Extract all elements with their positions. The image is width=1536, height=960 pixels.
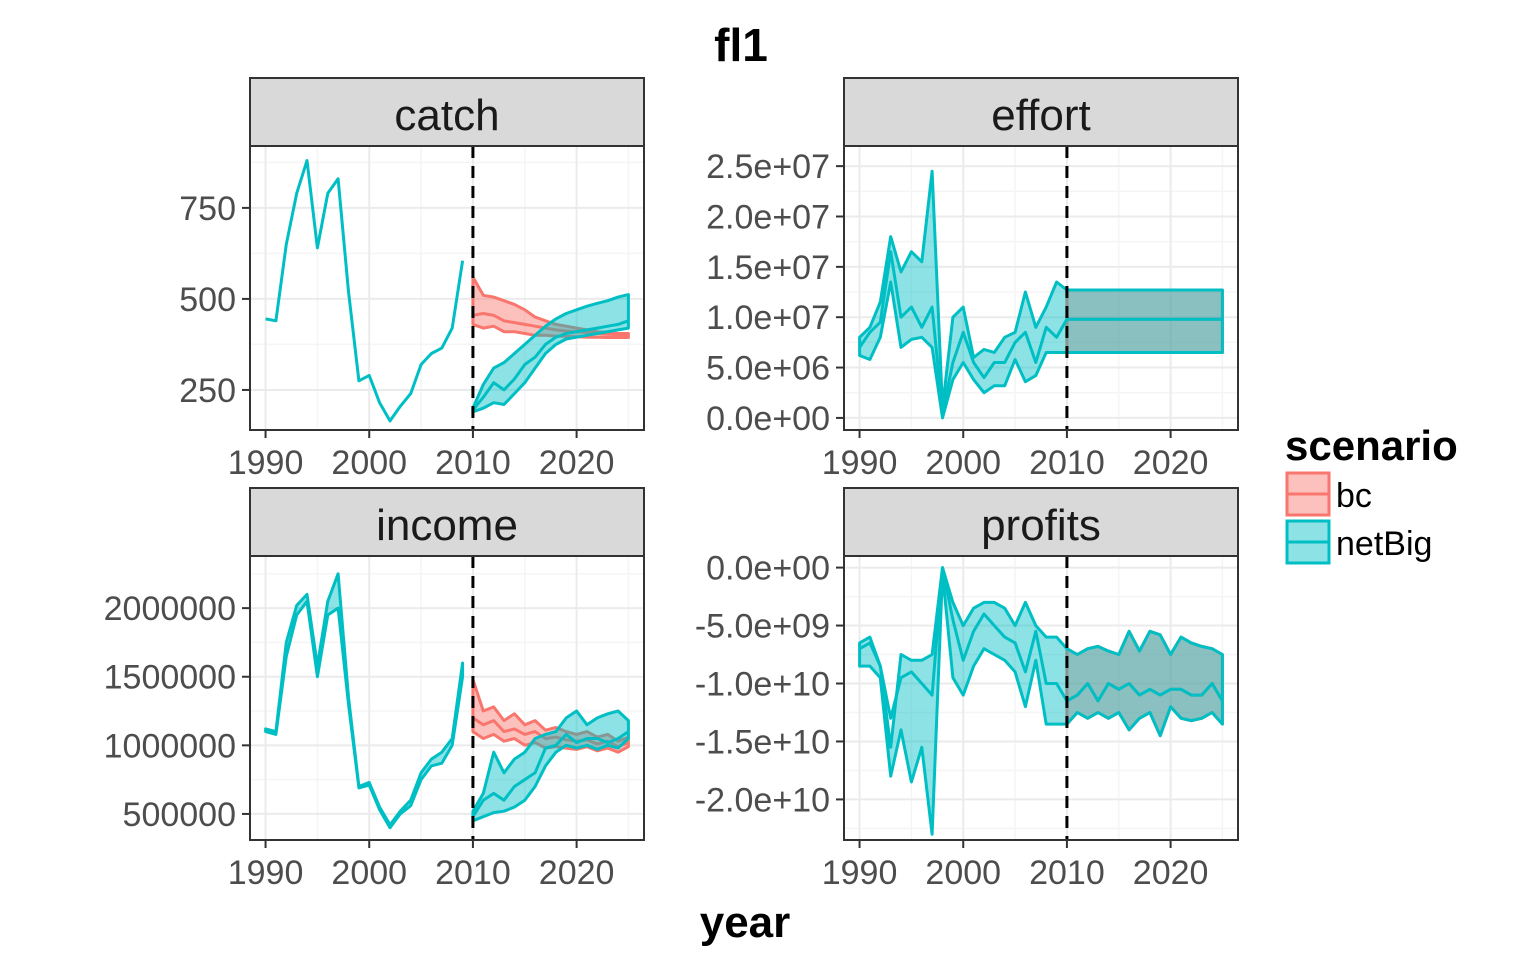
x-tick-label: 2020 <box>1133 854 1209 892</box>
strip-label-profits: profits <box>981 501 1101 550</box>
panel-border-income <box>249 555 645 841</box>
y-tick-label: 500 <box>179 281 236 319</box>
y-tick-label: 1.5e+07 <box>706 249 830 287</box>
legend: scenario bc netBig <box>1285 422 1458 565</box>
panel-border-catch <box>249 145 645 431</box>
strip-income <box>249 487 645 557</box>
data-effort <box>858 169 1224 420</box>
strip-label-income: income <box>376 501 518 550</box>
chart-title: fl1 <box>714 19 768 71</box>
panels: catch 1990 2000 2010 2020 250 500 750 effort 1990… <box>104 77 1239 892</box>
data-profits <box>858 566 1224 836</box>
y-tick-label: 0.0e+00 <box>706 400 830 438</box>
x-tick-label: 2020 <box>539 854 615 892</box>
x-tick-label: 1990 <box>228 854 304 892</box>
median-line-netBig-effort <box>858 250 1223 415</box>
strip-effort <box>843 77 1239 147</box>
panel-bg-effort <box>844 146 1238 430</box>
x-tick-label: 2000 <box>331 444 407 482</box>
panel-profits: profits 1990 2000 2010 2020 -2.0e+10 -1.5e+10 -… <box>695 487 1239 892</box>
x-tick-label: 2010 <box>435 444 511 482</box>
grid-profits <box>844 556 1238 840</box>
median-line-bc-income <box>472 716 629 749</box>
median-line-netBig-income <box>471 730 630 818</box>
strip-profits <box>843 487 1239 557</box>
strip-label-catch: catch <box>394 91 499 140</box>
panel-effort: effort 1990 2000 2010 2020 0.0e+00 5.0e+06 1.0e… <box>706 77 1239 482</box>
panel-bg-income <box>250 556 644 840</box>
band-netBig-profits <box>858 566 1224 836</box>
history-band-income <box>264 572 465 830</box>
legend-title: scenario <box>1285 422 1458 469</box>
grid-effort <box>844 146 1238 430</box>
y-tick-label: 1500000 <box>104 659 236 697</box>
history-line-catch <box>265 159 465 423</box>
x-tick-label: 2010 <box>1029 854 1105 892</box>
legend-item-netBig: netBig <box>1285 519 1432 565</box>
x-tick-label: 2000 <box>331 854 407 892</box>
band-netBig-effort <box>858 169 1224 420</box>
y-tick-label: 2.0e+07 <box>706 198 830 236</box>
x-tick-label: 1990 <box>822 444 898 482</box>
x-tick-label: 2010 <box>435 854 511 892</box>
strip-label-effort: effort <box>991 91 1090 140</box>
x-tick-label: 1990 <box>228 444 304 482</box>
y-tick-label: 2000000 <box>104 590 236 628</box>
data-income <box>264 572 630 830</box>
x-tick-label: 2010 <box>1029 444 1105 482</box>
y-tick-label: 250 <box>179 372 236 410</box>
median-line-netBig-profits <box>858 566 1224 720</box>
y-tick-label: 0.0e+00 <box>706 550 830 588</box>
legend-label-netBig: netBig <box>1336 525 1432 563</box>
y-tick-label: 500000 <box>123 796 236 834</box>
legend-item-bc: bc <box>1285 471 1372 517</box>
x-tick-label: 1990 <box>822 854 898 892</box>
y-tick-label: 750 <box>179 190 236 228</box>
x-tick-label: 2020 <box>539 444 615 482</box>
y-tick-label: 2.5e+07 <box>706 148 830 186</box>
y-tick-label: -1.5e+10 <box>695 723 830 761</box>
median-line-netBig-catch <box>471 319 629 411</box>
panel-income: income 1990 2000 2010 2020 500000 1000000 15000… <box>104 487 645 892</box>
y-tick-label: 5.0e+06 <box>706 350 830 388</box>
x-axis-label: year <box>700 898 791 947</box>
x-tick-label: 2000 <box>925 444 1001 482</box>
legend-label-bc: bc <box>1336 477 1372 515</box>
y-tick-label: 1000000 <box>104 727 236 765</box>
y-tick-label: -5.0e+09 <box>695 608 830 646</box>
data-catch <box>265 159 630 423</box>
panel-border-profits <box>843 555 1239 841</box>
panel-catch: catch 1990 2000 2010 2020 250 500 750 <box>179 77 645 482</box>
y-tick-label: 1.0e+07 <box>706 299 830 337</box>
y-tick-label: -2.0e+10 <box>695 781 830 819</box>
x-tick-label: 2000 <box>925 854 1001 892</box>
legend-items: bc netBig <box>1285 471 1432 565</box>
y-tick-label: -1.0e+10 <box>695 666 830 704</box>
strip-catch <box>249 77 645 147</box>
panel-bg-catch <box>250 146 644 430</box>
x-tick-label: 2020 <box>1133 444 1209 482</box>
band-bc-income <box>471 678 630 754</box>
panel-border-effort <box>843 145 1239 431</box>
